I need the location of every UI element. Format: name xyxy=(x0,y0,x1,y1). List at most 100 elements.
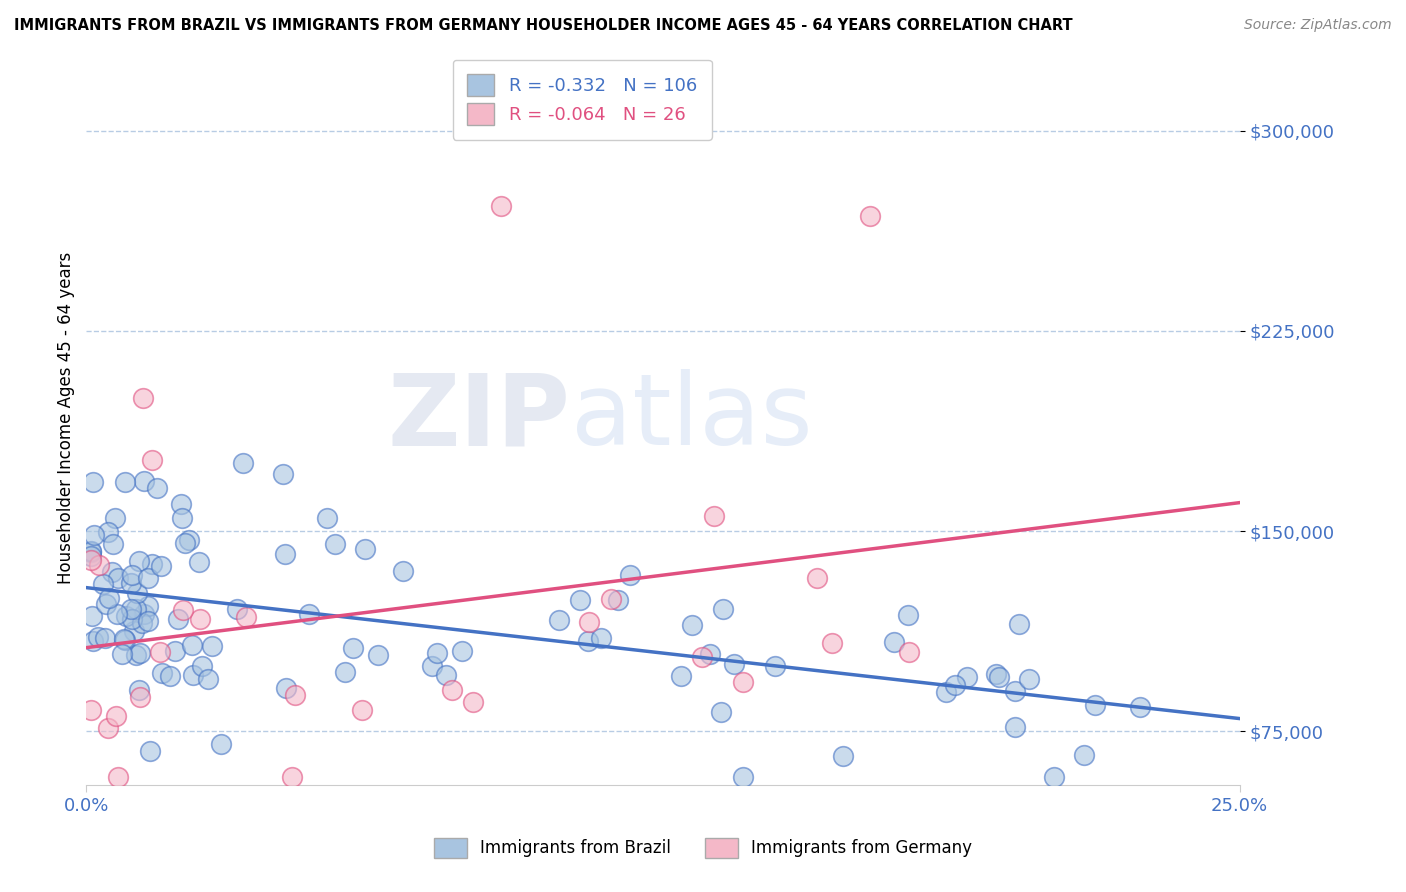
Point xyxy=(281,770,304,784)
Point xyxy=(94,632,117,646)
Point xyxy=(128,682,150,697)
Point xyxy=(159,669,181,683)
Point xyxy=(897,608,920,623)
Point xyxy=(111,647,134,661)
Point xyxy=(569,592,592,607)
Point xyxy=(131,616,153,631)
Point xyxy=(576,633,599,648)
Point xyxy=(434,668,457,682)
Point xyxy=(127,586,149,600)
Point xyxy=(129,690,152,705)
Point xyxy=(91,577,114,591)
Point xyxy=(943,678,966,692)
Point xyxy=(1043,770,1066,784)
Point xyxy=(141,452,163,467)
Point xyxy=(101,565,124,579)
Point xyxy=(226,602,249,616)
Point xyxy=(284,688,307,702)
Point xyxy=(1004,720,1026,734)
Point xyxy=(201,639,224,653)
Point xyxy=(114,475,136,489)
Point xyxy=(128,554,150,568)
Point xyxy=(607,592,630,607)
Point xyxy=(139,744,162,758)
Point xyxy=(333,665,356,679)
Text: IMMIGRANTS FROM BRAZIL VS IMMIGRANTS FROM GERMANY HOUSEHOLDER INCOME AGES 45 - 6: IMMIGRANTS FROM BRAZIL VS IMMIGRANTS FRO… xyxy=(14,18,1073,33)
Point xyxy=(232,456,254,470)
Point xyxy=(274,547,297,561)
Point xyxy=(80,609,103,624)
Point xyxy=(420,659,443,673)
Point xyxy=(297,607,319,622)
Point xyxy=(121,612,143,626)
Point xyxy=(103,510,125,524)
Point xyxy=(187,556,209,570)
Point xyxy=(599,592,621,607)
Point xyxy=(669,669,692,683)
Point xyxy=(82,634,104,648)
Point xyxy=(125,602,148,616)
Point xyxy=(177,533,200,548)
Point xyxy=(342,640,364,655)
Point xyxy=(984,667,1007,681)
Point xyxy=(190,659,212,673)
Text: ZIP: ZIP xyxy=(388,369,571,467)
Point xyxy=(80,544,103,558)
Point xyxy=(105,709,128,723)
Point xyxy=(107,770,129,784)
Point xyxy=(112,632,135,647)
Point xyxy=(831,748,853,763)
Point xyxy=(172,602,194,616)
Point xyxy=(988,670,1011,684)
Point xyxy=(136,599,159,613)
Point xyxy=(115,609,138,624)
Point xyxy=(80,544,103,558)
Point xyxy=(353,541,375,556)
Point xyxy=(1018,672,1040,686)
Point xyxy=(367,648,389,663)
Point xyxy=(80,703,103,717)
Legend: R = -0.332   N = 106, R = -0.064   N = 26: R = -0.332 N = 106, R = -0.064 N = 26 xyxy=(453,60,711,140)
Point xyxy=(87,630,110,644)
Point xyxy=(690,650,713,665)
Point xyxy=(897,645,920,659)
Point xyxy=(271,467,294,481)
Point xyxy=(180,638,202,652)
Point xyxy=(120,602,142,616)
Point xyxy=(1073,747,1095,762)
Point xyxy=(323,537,346,551)
Point xyxy=(197,673,219,687)
Point xyxy=(97,525,120,540)
Point xyxy=(440,682,463,697)
Point xyxy=(97,721,120,735)
Point xyxy=(723,657,745,672)
Point xyxy=(316,511,339,525)
Point xyxy=(619,567,641,582)
Point xyxy=(174,536,197,550)
Point xyxy=(491,198,513,212)
Point xyxy=(548,613,571,627)
Y-axis label: Householder Income Ages 45 - 64 years: Householder Income Ages 45 - 64 years xyxy=(58,252,75,584)
Point xyxy=(80,553,103,567)
Point xyxy=(235,609,257,624)
Point xyxy=(167,612,190,626)
Point xyxy=(132,474,155,488)
Point xyxy=(152,665,174,680)
Point xyxy=(731,770,754,784)
Point xyxy=(352,703,374,717)
Point xyxy=(463,695,485,709)
Point xyxy=(114,633,136,648)
Point xyxy=(181,667,204,681)
Text: atlas: atlas xyxy=(571,369,813,467)
Point xyxy=(97,591,120,605)
Point xyxy=(451,644,474,658)
Point xyxy=(96,597,118,611)
Point xyxy=(131,392,153,406)
Point xyxy=(426,646,449,660)
Point xyxy=(699,647,721,661)
Point xyxy=(149,559,172,574)
Point xyxy=(136,614,159,628)
Point xyxy=(165,643,187,657)
Point xyxy=(87,558,110,572)
Point xyxy=(105,607,128,621)
